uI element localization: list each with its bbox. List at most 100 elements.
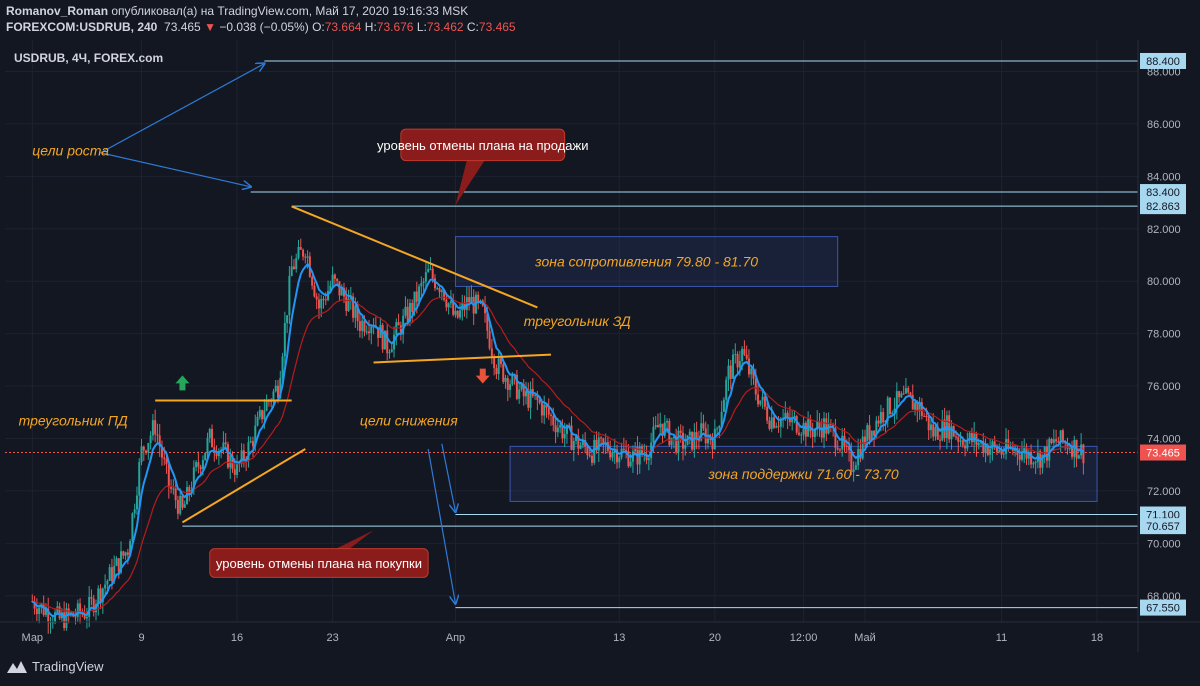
candle-body (51, 622, 54, 624)
candle-body (429, 268, 432, 270)
candle-body (370, 326, 373, 334)
candle-body (770, 417, 773, 429)
candle-body (131, 513, 134, 542)
candle-body (625, 449, 628, 452)
time-tick-label: 23 (326, 632, 338, 644)
author-name[interactable]: Romanov_Roman (6, 4, 109, 18)
candle-body (497, 358, 500, 375)
candle-body (368, 331, 371, 334)
candle-body (222, 442, 225, 450)
candle-body (477, 294, 480, 302)
brand-text: TradingView (32, 659, 104, 675)
ohlc-line: FOREXCOM:USDRUB, 240 73.465 ▼ −0.038 (−0… (6, 20, 516, 34)
candle-body (538, 399, 541, 403)
candle-body (754, 378, 757, 395)
candle-body (506, 377, 509, 390)
candle-body (845, 445, 848, 447)
candle-body (263, 410, 266, 420)
candle-body (365, 331, 368, 333)
candle-body (174, 488, 177, 501)
candle-body (838, 449, 841, 451)
candle-body (108, 567, 111, 581)
annotation-label: цели роста (32, 142, 109, 158)
candle-body (775, 426, 778, 428)
candle-body (875, 420, 878, 436)
candle-body (898, 391, 901, 398)
candle-body (424, 272, 427, 282)
candle-body (811, 431, 814, 438)
price-label: 70.657 (1146, 521, 1180, 533)
candle-body (536, 394, 539, 400)
price-tick-label: 88.000 (1147, 66, 1181, 78)
candle-body (313, 285, 316, 297)
candle-body (120, 551, 123, 573)
candle-body (33, 601, 36, 609)
candle-body (736, 354, 739, 368)
price-chart[interactable]: зона сопротивления 79.80 - 81.70 зона под… (0, 40, 1200, 652)
candle-body (331, 274, 334, 286)
candle-body (345, 296, 348, 311)
symbol-label[interactable]: FOREXCOM:USDRUB, 240 (6, 20, 158, 34)
candle-body (315, 296, 318, 300)
candle-body (490, 348, 493, 357)
candle-body (654, 425, 657, 427)
candle-body (802, 422, 805, 435)
candle-body (989, 449, 992, 455)
open-label: O: (312, 20, 325, 34)
candle-body (90, 596, 93, 599)
candle-body (258, 410, 261, 417)
candle-body (431, 268, 434, 279)
candle-body (1052, 439, 1055, 444)
candle-body (124, 552, 127, 556)
candle-body (302, 249, 305, 257)
candle-body (404, 306, 407, 316)
target-arrow (100, 64, 265, 154)
candle-body (923, 415, 926, 417)
candle-body (465, 297, 468, 310)
time-tick-label: 20 (709, 632, 721, 644)
candle-body (176, 500, 179, 514)
candle-body (998, 450, 1001, 452)
candle-body (713, 428, 716, 450)
candle-body (1082, 444, 1085, 464)
candle-body (299, 247, 302, 250)
candle-body (747, 358, 750, 375)
candle-body (101, 588, 104, 603)
candle-body (727, 365, 730, 380)
candle-body (247, 442, 250, 462)
candle-body (1057, 441, 1060, 443)
candle-body (522, 383, 525, 397)
candle-body (386, 330, 389, 354)
slow-moving-average (32, 296, 1084, 614)
candle-body (877, 420, 880, 424)
candle-body (681, 432, 684, 449)
published-text: опубликовал(а) на TradingView.com, Май 1… (111, 4, 469, 18)
candle-body (224, 442, 227, 445)
price-label: 82.863 (1146, 201, 1180, 213)
chart-legend: USDRUB, 4Ч, FOREX.com (14, 51, 163, 65)
target-arrow (100, 152, 251, 187)
callout-box (400, 128, 566, 162)
candle-body (793, 416, 796, 418)
candle-body (372, 326, 375, 328)
candle-body (340, 288, 343, 296)
candle-body (907, 388, 910, 393)
candle-body (761, 396, 764, 401)
candle-body (354, 305, 357, 318)
candle-body (106, 580, 109, 585)
candle-body (397, 322, 400, 326)
candle-body (927, 416, 930, 431)
candle-body (126, 552, 129, 555)
candle-body (609, 450, 612, 458)
candle-body (242, 450, 245, 461)
candle-body (54, 612, 57, 623)
candle-body (693, 432, 696, 450)
candle-body (547, 407, 550, 415)
candle-body (361, 320, 364, 331)
candle-body (1071, 448, 1074, 457)
price-label: 83.400 (1146, 187, 1180, 199)
candle-body (283, 323, 286, 357)
candle-body (135, 495, 138, 510)
candle-body (916, 402, 919, 412)
candle-body (272, 391, 275, 402)
